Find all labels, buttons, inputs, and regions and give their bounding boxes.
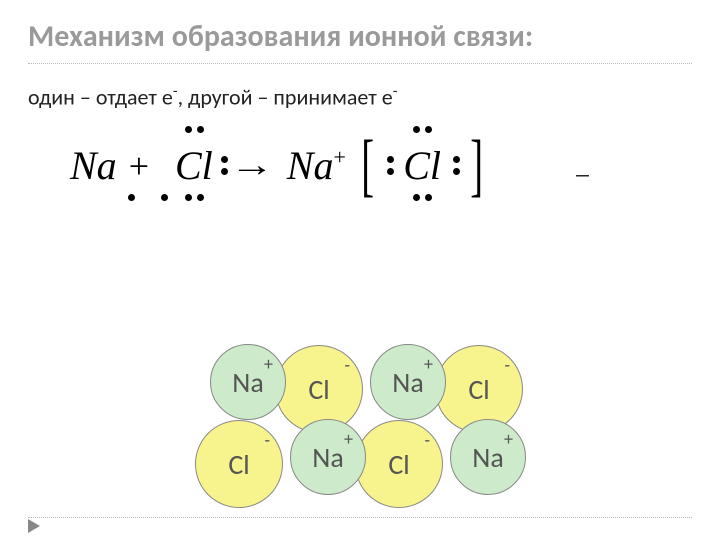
electron-dots xyxy=(413,194,433,201)
atom-na-left: Na xyxy=(70,142,117,189)
ion-chloride: Cl- xyxy=(195,420,283,508)
ion-label: Cl xyxy=(228,447,249,482)
subtitle-part2: , другой – принимает е xyxy=(178,83,393,110)
symbol-na: Na xyxy=(70,142,117,189)
ion-label: Na xyxy=(472,440,504,475)
ion-charge: + xyxy=(504,428,513,450)
ion-charge: - xyxy=(504,354,510,376)
electron-dots xyxy=(128,164,135,211)
ion-lattice: Cl-Cl-Na+Na+Cl-Cl-Na+Na+ xyxy=(200,335,540,515)
symbol-cl: Cl xyxy=(175,142,213,189)
ion-chloride: Cl- xyxy=(355,420,443,508)
atom-na-right: Na+ xyxy=(287,142,346,189)
ion-charge: - xyxy=(424,429,430,451)
electron-dots xyxy=(453,156,460,176)
ion-charge: + xyxy=(264,353,273,375)
electron-dots xyxy=(161,164,168,211)
arrow-icon: → xyxy=(227,147,276,185)
ion-charge: + xyxy=(344,428,353,450)
ion-label: Na xyxy=(392,365,424,400)
ion-sodium: Na+ xyxy=(210,344,286,420)
ion-sodium: Na+ xyxy=(290,419,366,495)
symbol-na: Na xyxy=(287,142,334,189)
ion-label: Cl xyxy=(468,372,489,407)
subtitle-part1: один – отдает е xyxy=(28,83,173,110)
charge-plus: + xyxy=(333,145,345,170)
stray-underscore: _ xyxy=(576,148,589,180)
symbol-cl: Cl xyxy=(403,142,441,189)
ion-label: Cl xyxy=(388,447,409,482)
atom-cl-left: Cl xyxy=(175,142,213,189)
ion-label: Cl xyxy=(308,372,329,407)
page-title: Механизм образования ионной связи: xyxy=(0,0,720,59)
ion-sodium: Na+ xyxy=(370,344,446,420)
ion-label: Na xyxy=(232,365,264,400)
electron-dots xyxy=(413,126,433,133)
subtitle: один – отдает е-, другой – принимает е- xyxy=(0,64,720,110)
subtitle-sup2: - xyxy=(393,82,398,101)
atom-cl-right: Cl xyxy=(403,142,441,189)
divider xyxy=(28,517,692,518)
reaction-equation: Na + Cl → Na+ [ Cl ] xyxy=(0,110,720,189)
ion-sodium: Na+ xyxy=(450,419,526,495)
ion-charge: - xyxy=(264,429,270,451)
electron-dots xyxy=(185,126,205,133)
ion-charge: - xyxy=(344,354,350,376)
ion-charge: + xyxy=(424,353,433,375)
ion-label: Na xyxy=(312,440,344,475)
slide-marker-icon xyxy=(28,519,40,533)
electron-dots xyxy=(387,156,394,176)
electron-dots xyxy=(185,194,205,201)
